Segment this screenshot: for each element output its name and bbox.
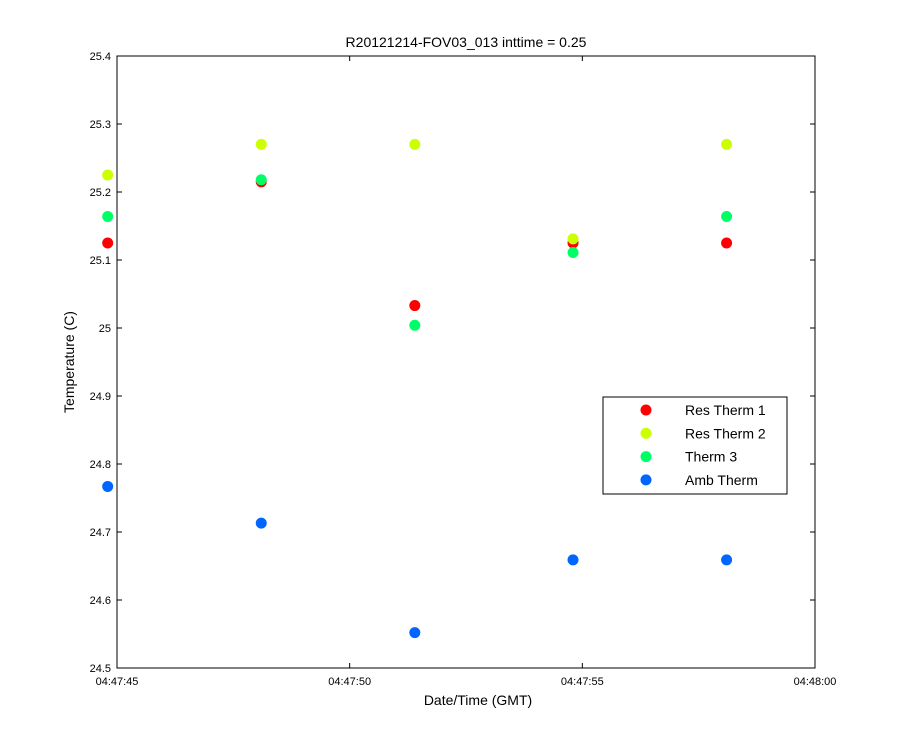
legend-label: Res Therm 1 (685, 402, 766, 418)
data-point-res-therm-2 (255, 138, 267, 150)
y-tick-label: 24.5 (90, 663, 111, 675)
x-axis: 04:47:45 04:47:50 04:47:55 04:48:00 (96, 56, 837, 688)
y-tick-label: 24.7 (90, 527, 111, 539)
legend-label: Res Therm 2 (685, 425, 766, 441)
data-point-amb-therm (567, 554, 579, 566)
data-point-res-therm-1 (721, 237, 733, 249)
y-tick-label: 24.8 (90, 459, 111, 471)
y-axis-label: Temperature (C) (61, 311, 77, 413)
legend-label: Therm 3 (685, 449, 737, 465)
data-point-therm-3 (255, 174, 267, 186)
legend-label: Amb Therm (685, 472, 758, 488)
chart-title: R20121214-FOV03_013 inttime = 0.25 (346, 34, 587, 50)
x-tick-label: 04:47:50 (328, 676, 371, 688)
legend-marker (640, 451, 652, 463)
legend-marker (640, 427, 652, 439)
legend: Res Therm 1 Res Therm 2 Therm 3 Amb Therm (602, 396, 788, 495)
legend-marker (640, 474, 652, 486)
data-point-therm-3 (721, 210, 733, 222)
y-tick-label: 24.9 (90, 391, 111, 403)
y-tick-label: 25 (99, 323, 111, 335)
data-point-res-therm-1 (102, 237, 114, 249)
data-point-therm-3 (409, 319, 421, 331)
plot-area (116, 55, 816, 669)
data-points (102, 138, 733, 639)
legend-box (602, 396, 788, 495)
data-point-therm-3 (567, 247, 579, 259)
y-tick-label: 25.2 (90, 187, 111, 199)
x-axis-label: Date/Time (GMT) (424, 692, 532, 708)
data-point-res-therm-2 (721, 138, 733, 150)
y-tick-label: 24.6 (90, 595, 111, 607)
data-point-amb-therm (721, 554, 733, 566)
data-point-amb-therm (409, 627, 421, 639)
x-tick-label: 04:47:55 (561, 676, 604, 688)
data-point-amb-therm (102, 480, 114, 492)
y-axis: 24.5 24.6 24.7 24.8 24.9 25 25.1 25.2 25.3 25.4 (90, 51, 815, 675)
data-point-amb-therm (255, 517, 267, 529)
x-tick-label: 04:47:45 (96, 676, 139, 688)
legend-marker (640, 404, 652, 416)
y-tick-label: 25.3 (90, 119, 111, 131)
data-point-res-therm-1 (409, 300, 421, 312)
y-tick-label: 25.4 (90, 51, 111, 63)
data-point-res-therm-2 (567, 233, 579, 245)
y-tick-label: 25.1 (90, 255, 111, 267)
x-tick-label: 04:48:00 (794, 676, 837, 688)
data-point-res-therm-2 (409, 138, 421, 150)
data-point-therm-3 (102, 210, 114, 222)
data-point-res-therm-2 (102, 169, 114, 181)
